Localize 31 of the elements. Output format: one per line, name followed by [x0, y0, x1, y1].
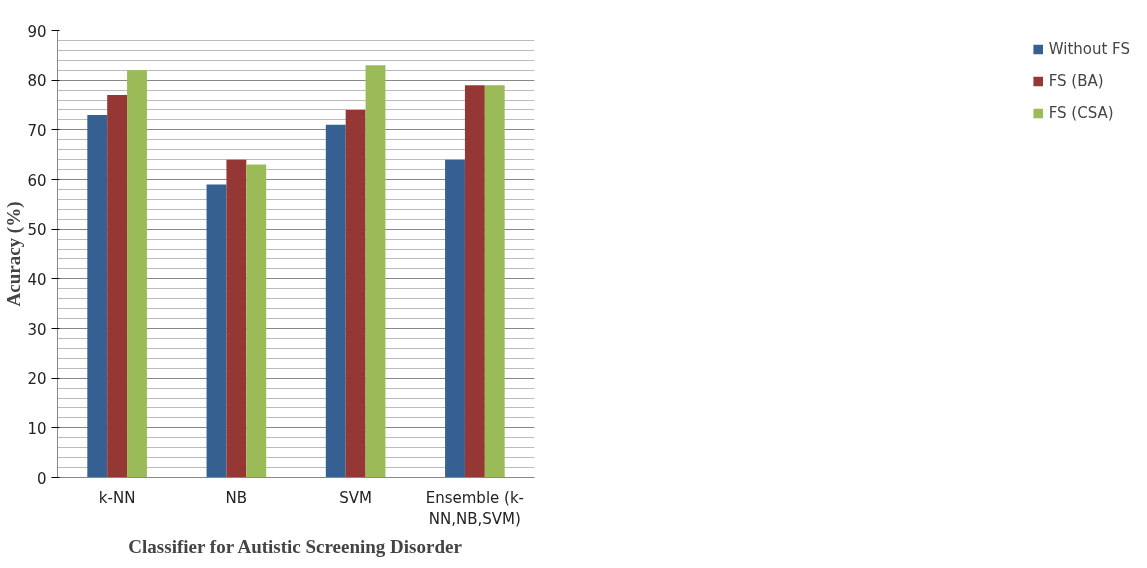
bar: [107, 95, 128, 478]
bar: [365, 65, 386, 478]
bar: [345, 109, 366, 478]
x-tick-label: NB: [225, 488, 248, 507]
y-axis-title: Acuracy (%): [3, 201, 26, 307]
y-tick-label: 40: [27, 270, 47, 289]
y-tick-label: 70: [27, 121, 47, 140]
bar: [226, 159, 247, 478]
legend-label: FS (CSA): [1048, 104, 1114, 122]
y-tick-label: 0: [36, 469, 47, 488]
bar: [246, 164, 267, 478]
y-tick-label: 50: [27, 221, 47, 240]
x-tick-label: k-NN: [98, 488, 136, 507]
bar: [325, 124, 346, 478]
bar: [206, 184, 227, 478]
bar: [445, 159, 465, 478]
y-tick-label: 90: [27, 22, 47, 41]
bar: [464, 85, 485, 478]
bar: [484, 85, 505, 478]
x-axis-title: Classifier for Autistic Screening Disorder: [128, 536, 463, 558]
y-tick-label: 80: [27, 72, 47, 91]
legend-label: FS (BA): [1048, 72, 1104, 90]
x-tick-label: Ensemble (k-NN,NB,SVM): [425, 488, 525, 529]
x-tick-label: SVM: [339, 488, 372, 507]
bar: [87, 114, 108, 478]
bar: [127, 70, 147, 478]
y-tick-label: 60: [27, 171, 47, 190]
y-tick-label: 20: [27, 370, 47, 389]
y-tick-label: 10: [27, 419, 47, 438]
y-tick-label: 30: [27, 320, 47, 339]
legend-label: Without FS: [1048, 40, 1130, 58]
